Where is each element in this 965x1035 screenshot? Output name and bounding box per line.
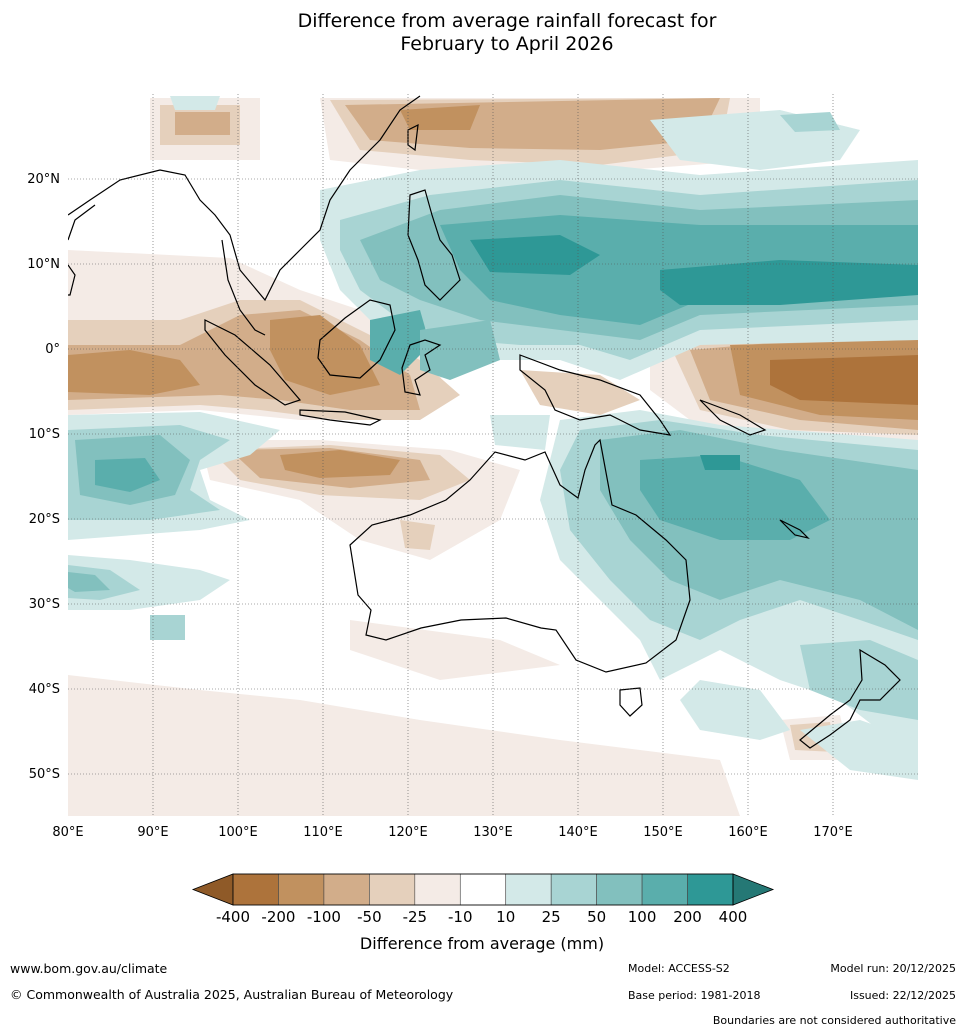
coastline-new-caledonia — [779, 519, 810, 540]
colorbar-extend-high — [732, 873, 775, 906]
colorbar-tick-label: -10 — [448, 908, 473, 926]
base-period: Base period: 1981-2018 — [628, 989, 761, 1002]
lon-label: 140°E — [558, 825, 598, 840]
coastline-philippines — [407, 189, 461, 301]
colorbar-segment — [505, 873, 552, 906]
dry-extreme-region — [770, 355, 918, 405]
colorbar-segment — [641, 873, 688, 906]
colorbar-segment — [414, 873, 461, 906]
colorbar-segment — [278, 873, 325, 906]
boundaries-note: Boundaries are not considered authoritat… — [712, 1014, 956, 1027]
lon-label: 100°E — [218, 825, 258, 840]
lon-label: 150°E — [643, 825, 683, 840]
colorbar-tick-label: 25 — [542, 908, 561, 926]
lon-label: 160°E — [728, 825, 768, 840]
issued-date: Issued: 22/12/2025 — [849, 989, 956, 1002]
colorbar-tick-label: -400 — [216, 908, 250, 926]
title-line-1: Difference from average rainfall forecas… — [297, 10, 717, 32]
colorbar-tick-label: 50 — [587, 908, 606, 926]
coastline-india — [68, 204, 96, 241]
lon-label: 90°E — [137, 825, 168, 840]
wet-extreme-regions — [470, 235, 918, 470]
lat-label: 30°S — [29, 597, 60, 612]
coastline-solomons — [699, 399, 767, 436]
lat-label: 50°S — [29, 767, 60, 782]
coastline-sri-lanka — [68, 264, 76, 296]
longitude-labels: 80°E 90°E 100°E 110°E 120°E 130°E 140°E … — [52, 825, 852, 840]
lat-label: 10°N — [27, 257, 60, 272]
lon-label: 110°E — [303, 825, 343, 840]
colorbar-tick-label: -100 — [307, 908, 341, 926]
lon-label: 120°E — [388, 825, 428, 840]
colorbar-tick-label: -25 — [403, 908, 428, 926]
lat-label: 20°N — [27, 172, 60, 187]
coastline-sulawesi — [401, 339, 442, 396]
copyright-text: © Commonwealth of Australia 2025, Austra… — [10, 987, 454, 1002]
coastline-malay-peninsula — [221, 239, 266, 336]
coastline-new-zealand — [799, 648, 901, 749]
coastline-tasmania — [619, 687, 643, 717]
colorbar-segment — [369, 873, 416, 906]
colorbar-tick-label: 200 — [673, 908, 702, 926]
colorbar-segment — [596, 873, 643, 906]
lat-label: 0° — [45, 342, 60, 357]
coastlines — [68, 95, 901, 749]
lat-label: 20°S — [29, 512, 60, 527]
model-run-date: Model run: 20/12/2025 — [830, 962, 956, 975]
coastline-sumatra — [204, 319, 302, 406]
chart-title: Difference from average rainfall forecas… — [0, 10, 965, 56]
colorbar-tick-label: -50 — [357, 908, 382, 926]
colorbar-segment — [459, 873, 507, 906]
rainfall-anomaly-field — [68, 96, 918, 816]
latitude-labels: 20°N 10°N 0° 10°S 20°S 30°S 40°S 50°S — [27, 172, 60, 782]
coastline-new-guinea — [519, 354, 672, 436]
title-line-2: February to April 2026 — [400, 33, 614, 55]
colorbar-segment — [550, 873, 597, 906]
colorbar-outline — [232, 873, 734, 906]
colorbar-segment — [323, 873, 370, 906]
model-name: Model: ACCESS-S2 — [628, 962, 730, 975]
lon-label: 170°E — [813, 825, 853, 840]
colorbar-segment — [232, 873, 279, 906]
lat-label: 40°S — [29, 682, 60, 697]
colorbar-tick-label: 100 — [628, 908, 657, 926]
colorbar-segment — [687, 873, 734, 906]
lat-label: 10°S — [29, 427, 60, 442]
website-link[interactable]: www.bom.gov.au/climate — [10, 961, 168, 976]
lon-label: 80°E — [52, 825, 83, 840]
colorbar-tick-label: 10 — [496, 908, 515, 926]
colorbar-extend-low — [191, 873, 234, 906]
coastline-australia — [349, 438, 691, 673]
colorbar-tick-label: 400 — [719, 908, 748, 926]
coastline-asia-mainland — [68, 95, 421, 302]
graticule — [68, 94, 918, 816]
colorbar-title: Difference from average (mm) — [360, 934, 604, 953]
colorbar: -400 -200 -100 -50 -25 -10 10 25 50 100 200 400 — [191, 873, 775, 926]
colorbar-tick-label: -200 — [261, 908, 295, 926]
coastline-borneo — [317, 299, 396, 379]
coastline-java — [299, 409, 382, 426]
lon-label: 130°E — [473, 825, 513, 840]
